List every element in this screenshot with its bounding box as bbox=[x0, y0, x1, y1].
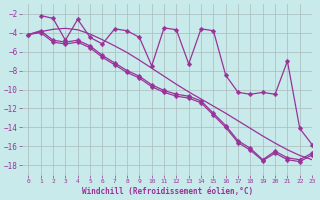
X-axis label: Windchill (Refroidissement éolien,°C): Windchill (Refroidissement éolien,°C) bbox=[82, 187, 253, 196]
